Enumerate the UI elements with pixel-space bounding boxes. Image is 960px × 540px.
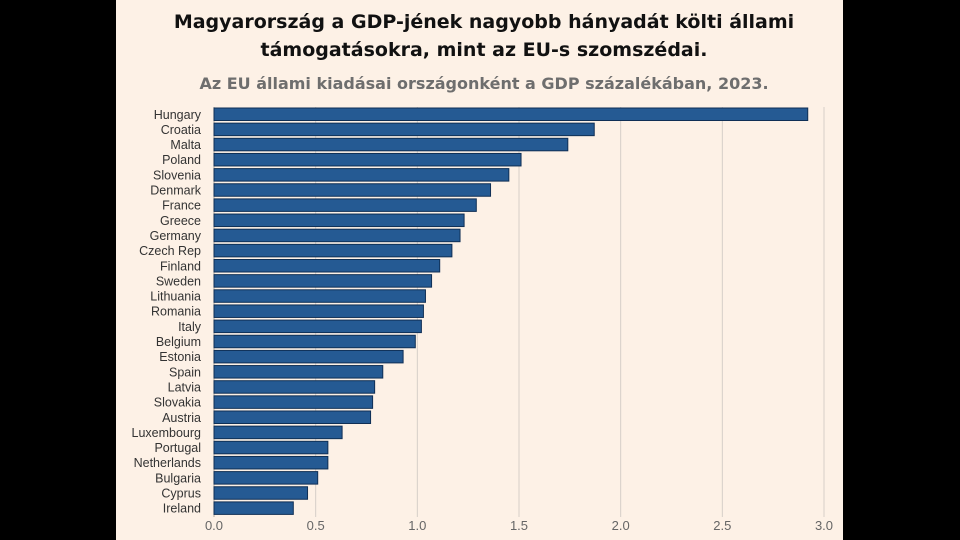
category-label: Denmark — [150, 184, 201, 198]
category-label: Ireland — [163, 502, 201, 516]
bar — [213, 334, 416, 349]
bar — [213, 380, 376, 394]
x-tick-label: 3.0 — [815, 518, 833, 533]
x-tick-label: 1.5 — [510, 518, 528, 533]
category-label: Croatia — [161, 123, 201, 137]
bar — [213, 501, 294, 515]
category-label: Latvia — [168, 380, 201, 394]
category-label: Slovakia — [154, 396, 201, 410]
bar — [213, 274, 433, 288]
bar — [213, 122, 595, 137]
category-label: Austria — [162, 411, 201, 425]
bar — [213, 365, 384, 379]
bar — [213, 228, 461, 243]
category-label: Greece — [160, 214, 201, 228]
bar — [213, 304, 424, 318]
chart-subtitle: Az EU állami kiadásai országonként a GDP… — [199, 74, 769, 93]
category-label: Malta — [170, 138, 201, 152]
category-label: Finland — [160, 259, 201, 273]
bar — [213, 213, 465, 228]
bar — [213, 198, 477, 212]
bar — [213, 319, 422, 334]
category-label: Lithuania — [150, 290, 201, 304]
category-label: Luxembourg — [132, 426, 202, 440]
category-label: Poland — [162, 153, 201, 167]
bar — [213, 183, 492, 197]
category-label: Estonia — [159, 350, 201, 364]
category-label: Bulgaria — [155, 471, 201, 485]
bar — [213, 152, 522, 167]
x-tick-label: 2.5 — [713, 518, 731, 533]
bar — [213, 107, 809, 121]
x-tick-label: 0.0 — [205, 518, 223, 533]
bar — [213, 425, 343, 440]
bar — [213, 137, 569, 152]
bar — [213, 455, 329, 470]
title-line-1: Magyarország a GDP-jének nagyobb hányadá… — [173, 11, 795, 33]
category-label: Czech Rep — [139, 244, 201, 258]
category-label: Italy — [178, 320, 202, 334]
category-label: Romania — [151, 305, 201, 319]
bar — [213, 486, 309, 500]
x-tick-label: 1.0 — [408, 518, 426, 533]
category-label: Belgium — [156, 335, 201, 349]
bar — [213, 243, 453, 258]
bar — [213, 410, 372, 424]
bar — [213, 471, 319, 485]
x-tick-label: 2.0 — [612, 518, 630, 533]
chart-title: Magyarország a GDP-jének nagyobb hányadá… — [116, 8, 852, 64]
bar — [213, 259, 441, 273]
category-label: Slovenia — [153, 168, 201, 182]
category-label: Germany — [150, 229, 202, 243]
category-label: Hungary — [154, 108, 202, 122]
bar — [213, 168, 510, 182]
category-label: Spain — [169, 365, 201, 379]
category-label: France — [162, 199, 201, 213]
category-label: Sweden — [156, 274, 201, 288]
title-line-2: támogatásokra, mint az EU-s szomszédai. — [260, 39, 708, 61]
category-label: Netherlands — [134, 456, 201, 470]
bar — [213, 395, 374, 409]
bar — [213, 289, 426, 303]
category-label: Cyprus — [161, 487, 201, 501]
bar — [213, 440, 329, 455]
category-label: Portugal — [154, 441, 201, 455]
bar — [213, 349, 404, 364]
x-tick-label: 0.5 — [307, 518, 325, 533]
